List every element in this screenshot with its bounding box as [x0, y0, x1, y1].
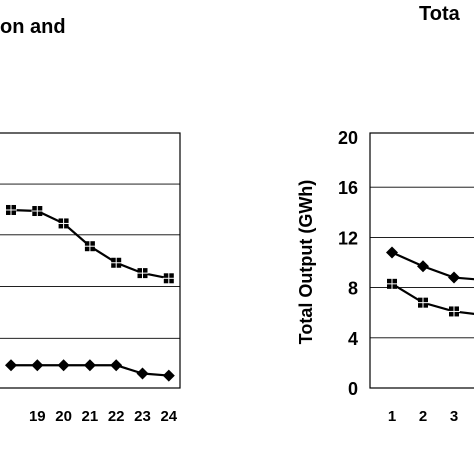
left-series-2-point	[136, 367, 149, 380]
left-chart-title: on and	[0, 16, 66, 38]
left-x-tick-label: 21	[82, 408, 99, 425]
right-x-tick-label: 2	[419, 408, 427, 425]
left-series-2-point	[110, 359, 123, 372]
left-gridlines	[0, 183, 180, 339]
right-series-1-point	[386, 246, 398, 259]
left-x-tick-label: 23	[134, 408, 151, 425]
left-series-2-point	[83, 359, 96, 372]
left-series-2-point	[57, 359, 70, 372]
left-x-tick-label: 24	[160, 408, 177, 425]
right-y-tick-label: 16	[338, 178, 358, 198]
left-x-tick-label: 20	[55, 408, 72, 425]
right-y-tick-labels: 0 4 8 12 16 20	[338, 128, 358, 399]
right-series-2-line	[391, 282, 474, 315]
right-y-tick-label: 20	[338, 128, 358, 148]
left-series-2-point	[162, 369, 175, 382]
right-series-1-line	[391, 251, 474, 281]
right-x-tick-label: 3	[450, 408, 458, 425]
left-series-2-point	[5, 359, 17, 372]
left-plot-frame	[0, 132, 181, 389]
right-y-tick-label: 4	[348, 329, 358, 349]
left-panel: on and 19 20 21 22 23 24	[0, 16, 181, 425]
left-series-2-point	[31, 359, 44, 372]
right-y-tick-label: 8	[348, 279, 358, 299]
left-x-tick-labels: 19 20 21 22 23 24	[29, 408, 178, 425]
right-y-tick-label: 0	[348, 379, 358, 399]
right-plot-frame	[369, 132, 474, 389]
left-series-markers	[5, 203, 175, 382]
right-y-tick-label: 12	[338, 228, 358, 248]
right-series-1-point	[417, 260, 429, 273]
right-x-tick-label: 1	[388, 408, 396, 425]
right-series-lines	[391, 251, 474, 315]
right-x-tick-labels: 1 2 3	[388, 408, 458, 425]
right-series-markers	[386, 246, 460, 318]
right-chart-title: Tota	[419, 3, 461, 25]
right-series-1-point	[448, 271, 460, 284]
right-y-axis-label: Total Output (GWh)	[296, 180, 316, 345]
left-x-tick-label: 22	[108, 408, 125, 425]
left-x-tick-label: 19	[29, 408, 46, 425]
